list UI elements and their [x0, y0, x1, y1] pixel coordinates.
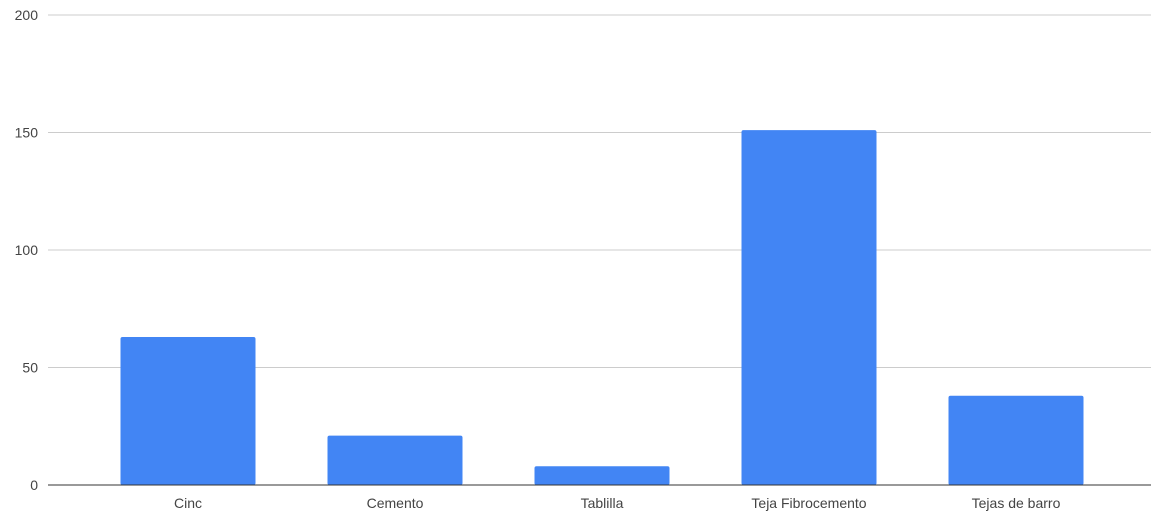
y-tick-label: 50: [22, 360, 38, 376]
y-tick-label: 0: [30, 477, 38, 493]
bar-cinc[interactable]: [120, 336, 256, 485]
y-tick-label: 150: [15, 125, 39, 141]
bar-tablilla[interactable]: [534, 466, 670, 485]
x-tick-label: Tejas de barro: [972, 495, 1061, 511]
x-axis-ticks: Cinc Cemento Tablilla Teja Fibrocemento Teja…: [174, 495, 1061, 511]
y-axis-ticks: 0 50 100 150 200: [15, 7, 39, 493]
gridlines: [48, 14, 1151, 368]
bar-cemento[interactable]: [327, 435, 463, 485]
bar-tejas-de-barro[interactable]: [948, 395, 1084, 485]
y-tick-label: 200: [15, 7, 39, 23]
bar-teja-fibrocemento[interactable]: [741, 130, 877, 485]
x-tick-label: Teja Fibrocemento: [751, 495, 866, 511]
bars: [120, 130, 1084, 485]
y-tick-label: 100: [15, 242, 39, 258]
x-tick-label: Cinc: [174, 495, 202, 511]
x-tick-label: Cemento: [367, 495, 424, 511]
x-tick-label: Tablilla: [581, 495, 624, 511]
